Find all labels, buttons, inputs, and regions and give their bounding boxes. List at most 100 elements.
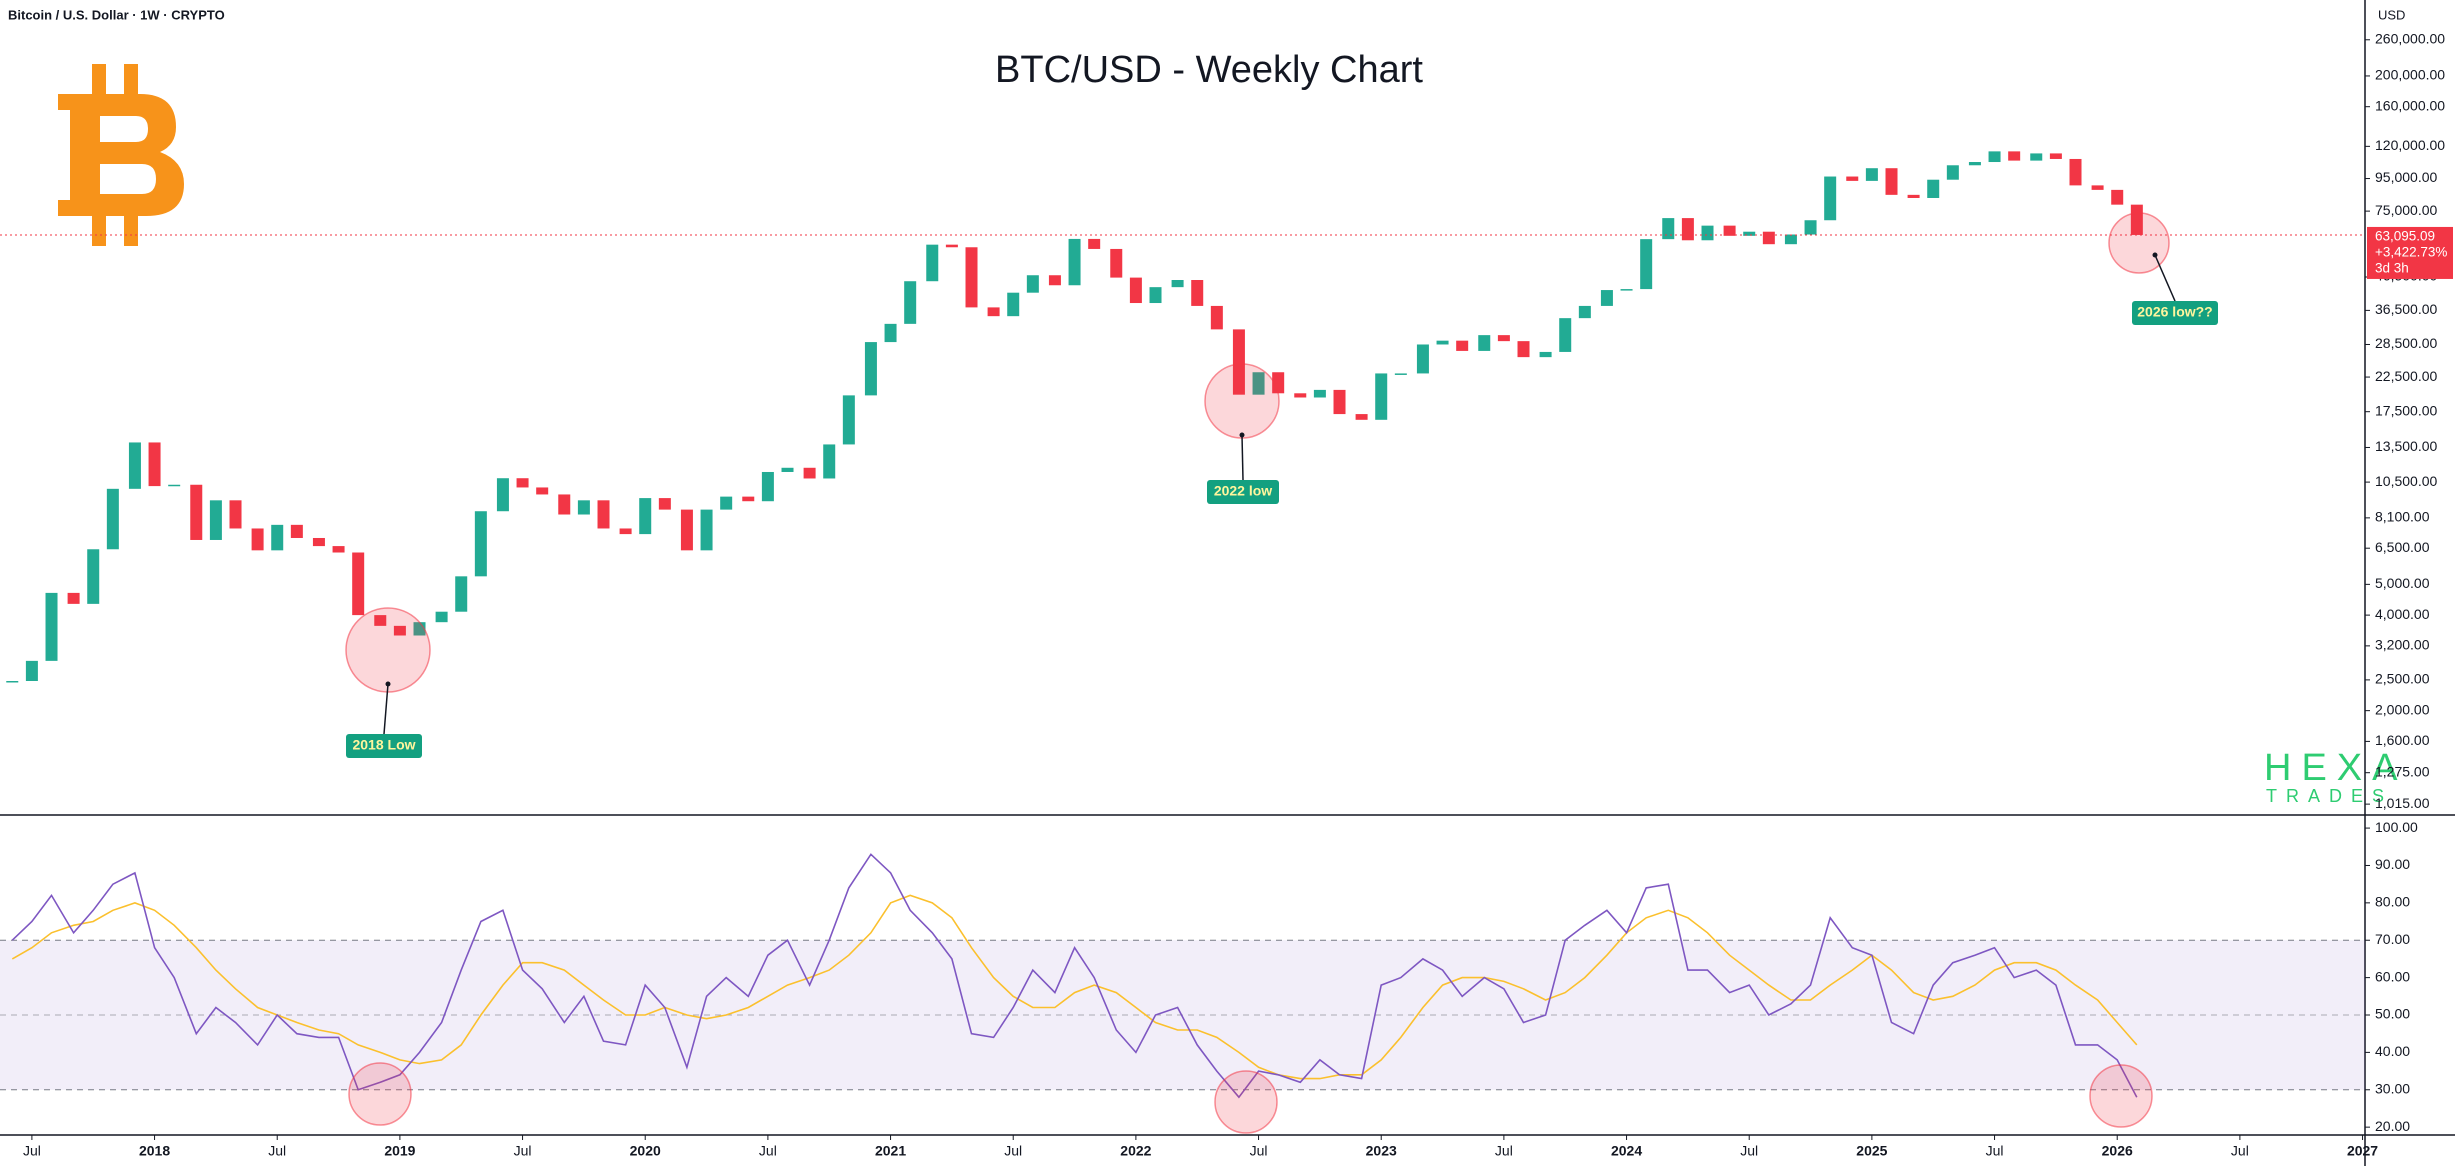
price-tag [2367,226,2453,279]
y-tick-label: 75,000.00 [2375,202,2437,218]
candle [2130,204,2143,235]
y-tick-label: 3,200.00 [2375,637,2430,653]
candle [2111,189,2124,205]
candle [1478,335,1491,351]
y-tick-label: 160,000.00 [2375,97,2445,113]
candle [1048,275,1061,286]
price-tag-change: +3,422.73% [2375,245,2447,260]
x-tick-label: Jul [23,1143,41,1159]
y-tick-label: 1,015.00 [2375,795,2430,811]
highlight-circle [2108,212,2170,274]
candle [1927,179,1940,198]
candle [926,244,939,282]
y-tick-label: 17,500.00 [2375,402,2437,418]
candle [1681,218,1694,241]
candle [496,478,509,512]
candle [558,494,571,515]
highlight-circle [345,607,431,693]
candle [1662,218,1675,240]
candle [6,680,19,683]
y-tick-label: 260,000.00 [2375,30,2445,46]
candle [516,478,529,488]
x-tick-label: Jul [1740,1143,1758,1159]
y-tick-label: 4,000.00 [2375,606,2430,622]
candle [781,467,794,472]
watermark-brand: HEXA [2264,747,2407,789]
x-tick-label: 2025 [1856,1143,1887,1159]
candle [190,484,203,540]
candle [1743,231,1756,236]
candle [1375,373,1388,420]
y-tick-label: 28,500.00 [2375,335,2437,351]
candle [639,498,652,535]
highlight-circle [1204,363,1280,439]
candle [619,528,632,535]
x-tick-label: 2019 [384,1143,415,1159]
candle [597,500,610,529]
candle [1149,287,1162,304]
candle [352,552,365,616]
price-tag-countdown: 3d 3h [2375,261,2409,276]
candle [1620,289,1633,291]
candle [168,484,181,487]
candle [2049,153,2062,159]
rsi-line [11,853,2138,1099]
candle [1885,168,1898,195]
candle [474,511,487,577]
chart-title: BTC/USD - Weekly Chart [995,49,1423,91]
candle [1294,393,1307,398]
candle [1394,373,1407,375]
logo-part [92,64,106,98]
candle [904,281,917,324]
y-tick-label: 95,000.00 [2375,169,2437,185]
candle [128,442,141,489]
y-tick-label: 1,275.00 [2375,763,2430,779]
candle [455,576,468,612]
x-tick-label: 2026 [2102,1143,2133,1159]
watermark-sub: TRADES [2266,786,2393,806]
y-tick-label: 10,500.00 [2375,473,2437,489]
x-tick-label: 2022 [1120,1143,1151,1159]
y-tick-label: 90.00 [2375,856,2410,872]
candle [1701,225,1714,241]
candle [945,244,958,248]
candle [1416,344,1429,374]
candle [1232,329,1245,395]
candle [106,488,119,550]
candle [251,528,264,551]
y-tick-label: 120,000.00 [2375,137,2445,153]
logo-part [92,212,106,246]
candle [1252,372,1265,395]
candle [2030,153,2043,161]
candle [393,625,406,636]
candle [1088,238,1101,249]
annotation-line [383,683,389,735]
candle [1784,234,1797,245]
annotation-label: 2022 low [1214,483,1272,499]
y-tick-label: 20.00 [2375,1118,2410,1134]
y-tick-label: 2,500.00 [2375,671,2430,687]
candle [1129,277,1142,304]
y-tick-label: 13,500.00 [2375,438,2437,454]
candle [1171,280,1184,288]
candle [1210,305,1223,330]
y-tick-label: 200,000.00 [2375,67,2445,83]
candle [1578,305,1591,319]
x-tick-label: Jul [1250,1143,1268,1159]
candle [1456,340,1469,351]
candle [1640,239,1653,290]
candle [1824,176,1837,221]
price-tag-value: 63,095.09 [2375,229,2435,244]
candle [209,500,222,540]
x-tick-label: 2021 [875,1143,906,1159]
candle [1559,318,1572,352]
y-tick-label: 22,500.00 [2375,368,2437,384]
highlight-circle [2089,1064,2153,1128]
annotation-box [2132,301,2218,325]
y-tick-label: 1,600.00 [2375,732,2430,748]
x-tick-label: Jul [759,1143,777,1159]
candle [25,660,38,681]
candle [1313,389,1326,398]
